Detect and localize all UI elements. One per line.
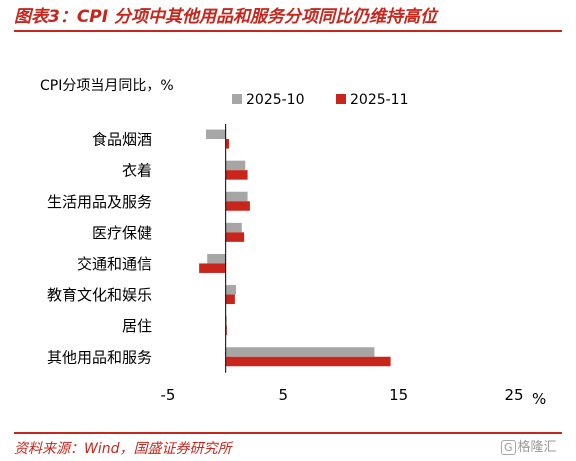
watermark-text: 格隆汇	[517, 440, 557, 455]
source-rule	[14, 432, 562, 434]
bars	[199, 129, 391, 367]
bar-2025-10	[225, 316, 227, 326]
x-unit: %	[532, 390, 546, 408]
x-tick-label: -5	[161, 386, 176, 404]
watermark-logo-icon: G	[501, 440, 516, 455]
legend-swatch-2025-10	[232, 94, 242, 104]
category-label: 居住	[122, 317, 152, 335]
bar-2025-10	[225, 222, 242, 233]
bar-2025-11	[225, 201, 250, 211]
bar-2025-10	[225, 285, 237, 295]
bar-2025-10	[225, 347, 375, 357]
bar-2025-11	[225, 170, 248, 180]
category-label: 医疗保健	[92, 224, 152, 242]
bar-2025-11	[225, 139, 230, 149]
category-label: 衣着	[122, 162, 152, 180]
category-label: 其他用品和服务	[47, 348, 152, 366]
bar-2025-11	[199, 263, 226, 273]
legend-label-2025-10: 2025-10	[246, 92, 305, 108]
title-rule	[14, 30, 562, 32]
x-tick-label: 5	[279, 386, 289, 404]
category-label: 交通和通信	[77, 255, 152, 273]
page-title: 图表3：CPI 分项中其他用品和服务分项同比仍维持高位	[14, 7, 438, 27]
category-label: 教育文化和娱乐	[47, 286, 152, 304]
x-tick-label: 25	[504, 386, 523, 404]
x-tick-label: 15	[389, 386, 408, 404]
bar-2025-11	[225, 294, 235, 305]
category-label: 食品烟酒	[92, 131, 152, 149]
bar-2025-10	[206, 129, 226, 140]
category-label: 生活用品及服务	[47, 193, 152, 211]
bar-2025-10	[225, 191, 248, 202]
bar-2025-11	[225, 325, 227, 336]
bar-2025-11	[225, 356, 391, 367]
bar-2025-10	[207, 253, 226, 264]
legend-swatch-2025-11	[336, 94, 346, 104]
legend: 2025-10 2025-11	[232, 92, 409, 108]
y-axis-title: CPI分项当月同比，%	[40, 78, 174, 94]
source-note: 资料来源：Wind，国盛证券研究所	[14, 441, 232, 457]
watermark: G 格隆汇	[501, 436, 557, 455]
bar-2025-10	[225, 160, 246, 171]
legend-label-2025-11: 2025-11	[350, 92, 409, 108]
bar-2025-11	[225, 232, 245, 242]
x-tick-labels: -5 5 15 25	[161, 386, 524, 404]
